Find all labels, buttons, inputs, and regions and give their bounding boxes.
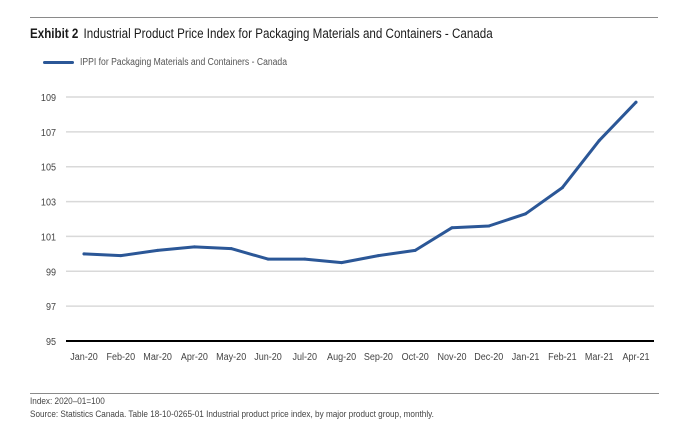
- y-tick-label: 99: [46, 267, 56, 279]
- source-note: Source: Statistics Canada. Table 18-10-0…: [30, 409, 434, 420]
- y-tick-label: 95: [46, 336, 57, 348]
- data-point: [82, 252, 86, 256]
- legend-swatch: [43, 61, 74, 64]
- x-tick-label: Sep-20: [364, 351, 394, 363]
- footer-rule: [30, 393, 659, 394]
- data-point: [634, 100, 638, 104]
- chart-title: Exhibit 2 Industrial Product Price Index …: [30, 26, 493, 41]
- top-rule: [30, 17, 658, 18]
- title-text: Industrial Product Price Index for Packa…: [83, 26, 493, 41]
- x-tick-label: Jan-21: [512, 351, 540, 363]
- exhibit-label: Exhibit 2: [30, 26, 79, 41]
- series-group: [82, 100, 638, 265]
- legend: IPPI for Packaging Materials and Contain…: [43, 57, 321, 68]
- x-tick-label: Apr-21: [622, 351, 649, 363]
- data-point: [560, 186, 564, 190]
- y-tick-label: 105: [41, 162, 57, 174]
- x-tick-label: Aug-20: [327, 351, 357, 363]
- x-tick-label: Feb-21: [548, 351, 577, 363]
- index-note: Index: 2020–01=100: [30, 396, 105, 407]
- data-point: [229, 247, 233, 251]
- data-point: [487, 224, 491, 228]
- x-tick-label: Jan-20: [70, 351, 98, 363]
- x-tick-label: Mar-21: [585, 351, 614, 363]
- data-point: [450, 226, 454, 230]
- y-tick-label: 103: [41, 197, 57, 209]
- gridlines: [66, 96, 654, 342]
- y-axis-ticks: 95 97 99 101 103 105 107 109: [41, 92, 57, 348]
- x-tick-label: Mar-20: [143, 351, 172, 363]
- x-tick-label: Oct-20: [402, 351, 430, 363]
- data-point: [156, 248, 160, 252]
- data-point: [413, 248, 417, 252]
- data-point: [266, 257, 270, 261]
- data-point: [119, 254, 123, 258]
- data-point: [340, 261, 344, 265]
- x-tick-label: Apr-20: [181, 351, 209, 363]
- y-tick-label: 101: [41, 232, 56, 244]
- y-tick-label: 107: [41, 127, 56, 139]
- data-point: [597, 139, 601, 143]
- x-tick-label: Feb-20: [107, 351, 136, 363]
- data-point: [192, 245, 196, 249]
- legend-label: IPPI for Packaging Materials and Contain…: [80, 57, 287, 68]
- data-point: [376, 254, 380, 258]
- y-tick-label: 97: [46, 302, 56, 314]
- y-tick-label: 109: [41, 92, 56, 104]
- x-tick-label: May-20: [216, 351, 247, 363]
- data-point: [303, 257, 307, 261]
- series-line: [82, 100, 638, 265]
- x-tick-label: Dec-20: [474, 351, 504, 363]
- x-axis-ticks: Jan-20 Feb-20 Mar-20 Apr-20 May-20 Jun-20 Jul-…: [70, 351, 649, 363]
- x-tick-label: Nov-20: [437, 351, 467, 363]
- x-tick-label: Jun-20: [254, 351, 282, 363]
- data-point: [524, 212, 528, 216]
- x-tick-label: Jul-20: [293, 351, 318, 363]
